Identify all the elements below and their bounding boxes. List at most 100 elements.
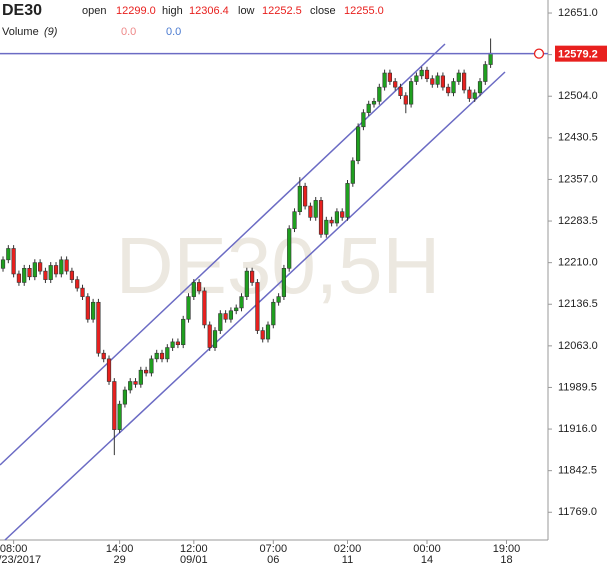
candle-body xyxy=(43,270,48,280)
x-tick-date: 29 xyxy=(113,554,125,566)
legend-value: 12252.5 xyxy=(262,5,302,17)
x-tick-label: 14:00 xyxy=(106,543,134,555)
candle-body xyxy=(345,183,350,218)
candle-body xyxy=(80,287,85,297)
candle-body xyxy=(472,92,477,99)
candle-body xyxy=(11,248,16,275)
candle-body xyxy=(175,341,181,346)
candle-body xyxy=(403,95,408,105)
candle-body xyxy=(122,389,128,405)
candle-body xyxy=(75,279,80,289)
y-tick-label: 12136.5 xyxy=(558,298,598,310)
volume-label: Volume xyxy=(2,26,39,38)
candle-body xyxy=(477,81,483,94)
candle-body xyxy=(308,205,313,218)
candle-body xyxy=(440,75,446,88)
candle-body xyxy=(260,330,265,340)
candle-body xyxy=(96,301,101,354)
candle-body xyxy=(59,259,64,275)
y-tick-label: 11842.5 xyxy=(558,465,597,477)
candle-body xyxy=(451,81,456,94)
candle-body xyxy=(334,211,340,224)
y-tick-label: 12283.5 xyxy=(558,215,598,227)
candle-body xyxy=(313,200,318,218)
x-tick-date: 18 xyxy=(500,554,512,566)
x-tick-date: 08/23/2017 xyxy=(0,554,41,566)
candle-body xyxy=(382,72,387,88)
candle-body xyxy=(154,352,159,360)
last-price-handle xyxy=(533,48,545,59)
candle-body xyxy=(329,219,334,224)
candle-body xyxy=(128,381,133,391)
x-tick-label: 12:00 xyxy=(180,543,208,555)
candle-body xyxy=(250,270,255,283)
candle-body xyxy=(165,347,170,360)
candle-body xyxy=(393,81,398,88)
candle-body xyxy=(340,211,345,218)
x-tick-date: 06 xyxy=(267,554,279,566)
y-tick-label: 12651.0 xyxy=(558,7,598,19)
candle-body xyxy=(414,75,419,82)
candle-body xyxy=(6,248,11,261)
candle-body xyxy=(276,296,281,303)
x-tick-label: 07:00 xyxy=(260,543,288,555)
x-tick-label: 08:00 xyxy=(0,543,27,555)
candle-body xyxy=(361,112,366,128)
legend-label: high xyxy=(162,5,183,17)
candle-body xyxy=(387,72,393,82)
candle-body xyxy=(234,307,239,312)
candle-body xyxy=(467,89,472,99)
candle-body xyxy=(356,126,361,162)
candle-body xyxy=(409,81,414,105)
candle-body xyxy=(446,86,451,94)
legend-value: 12299.0 xyxy=(116,5,156,17)
candle-body xyxy=(64,259,69,272)
legend-value: 12255.0 xyxy=(344,5,384,17)
candle-body xyxy=(483,64,488,82)
candle-body xyxy=(202,290,207,326)
candle-body xyxy=(318,200,324,235)
y-tick-label: 12504.0 xyxy=(558,90,598,102)
legend-label: low xyxy=(238,5,255,17)
y-tick-label: 11769.0 xyxy=(558,506,597,518)
x-tick-label: 19:00 xyxy=(493,543,521,555)
candle-body xyxy=(38,262,43,272)
candle-body xyxy=(419,69,424,77)
candle-body xyxy=(181,318,186,346)
candle-body xyxy=(456,72,461,82)
candle-body xyxy=(85,296,90,320)
candle-body xyxy=(27,268,32,278)
candle-body xyxy=(159,352,165,360)
volume-value: 0.0 xyxy=(166,26,181,38)
candle-body xyxy=(488,52,493,65)
y-tick-label: 12430.5 xyxy=(558,132,598,144)
candle-body xyxy=(218,313,223,331)
y-tick-label: 11916.0 xyxy=(558,423,597,435)
candle-body xyxy=(398,86,403,96)
candle-body xyxy=(112,381,117,430)
candle-body xyxy=(186,296,191,320)
candle-body xyxy=(255,282,260,331)
candle-body xyxy=(22,268,27,283)
x-tick-date: 11 xyxy=(342,554,353,566)
candle-body xyxy=(48,265,53,280)
candle-body xyxy=(265,324,271,340)
candle-body xyxy=(133,381,138,385)
symbol: DE30 xyxy=(2,2,42,19)
y-tick-label: 12063.0 xyxy=(558,340,598,352)
candle-body xyxy=(53,265,59,275)
candle-body xyxy=(138,369,143,385)
candle-body xyxy=(366,103,371,113)
candle-body xyxy=(69,270,75,280)
candle-body xyxy=(377,86,382,102)
watermark: DE30,5H xyxy=(116,221,441,310)
candle-body xyxy=(170,341,175,348)
candle-body xyxy=(287,228,292,269)
y-tick-label: 11989.5 xyxy=(558,381,597,393)
y-tick-label: 12210.0 xyxy=(558,257,598,269)
candle-body xyxy=(371,101,377,105)
candle-body xyxy=(91,301,96,320)
trend-line xyxy=(0,43,446,466)
legend-value: 12306.4 xyxy=(189,5,229,17)
